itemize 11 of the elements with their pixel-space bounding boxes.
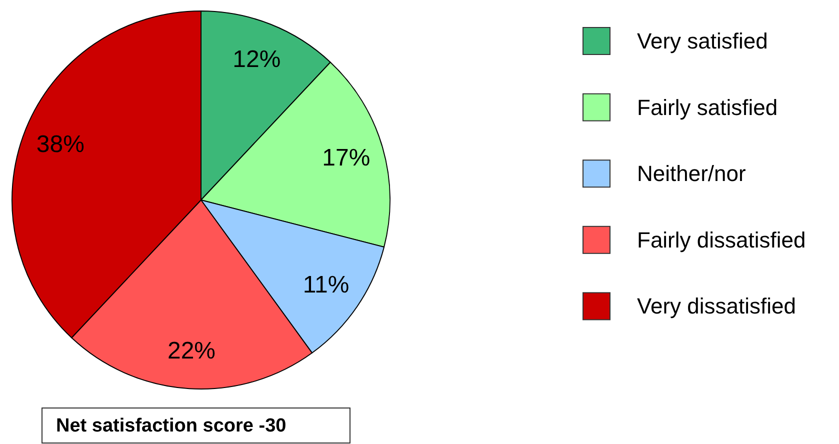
data-label: 38% [36,130,84,158]
legend-label: Very dissatisfied [637,294,796,319]
legend-label: Very satisfied [637,28,768,54]
legend-label: Fairly dissatisfied [637,227,806,252]
legend-label: Fairly satisfied [637,94,778,120]
data-label: 22% [167,337,216,364]
text: Net satisfaction score -30 [56,416,286,436]
legend-label: Neither/nor [637,161,746,186]
data-label: 17% [322,144,370,172]
data-label: 12% [232,46,281,73]
data-label: 11% [302,271,350,298]
